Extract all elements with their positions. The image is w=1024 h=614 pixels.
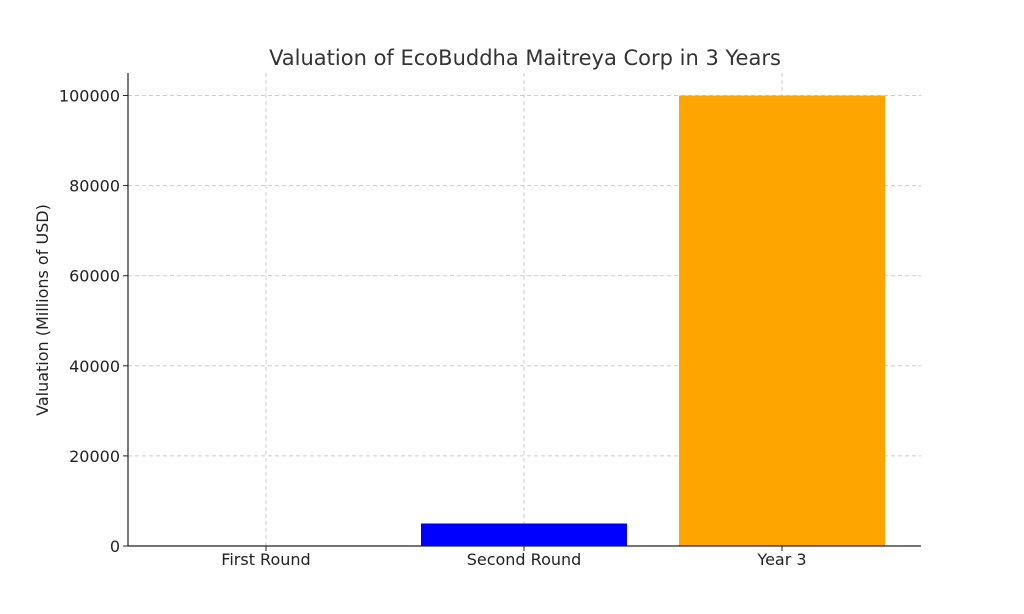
y-tick-label: 60000 bbox=[69, 267, 120, 286]
bar-year-3 bbox=[679, 95, 885, 547]
x-tick-label: Year 3 bbox=[756, 550, 806, 569]
chart-title: Valuation of EcoBuddha Maitreya Corp in … bbox=[269, 46, 781, 70]
bar-second-round bbox=[421, 523, 627, 546]
y-tick-label: 0 bbox=[110, 537, 120, 556]
y-tick-label: 80000 bbox=[69, 177, 120, 196]
y-ticks: 0 20000 40000 60000 80000 100000 bbox=[59, 87, 128, 556]
x-ticks: First Round Second Round Year 3 bbox=[221, 546, 807, 569]
x-tick-label: First Round bbox=[221, 550, 310, 569]
x-tick-label: Second Round bbox=[467, 550, 582, 569]
y-tick-label: 40000 bbox=[69, 357, 120, 376]
y-tick-label: 20000 bbox=[69, 447, 120, 466]
bars bbox=[421, 95, 885, 547]
y-axis-label: Valuation (Millions of USD) bbox=[33, 204, 52, 416]
y-tick-label: 100000 bbox=[59, 87, 120, 106]
